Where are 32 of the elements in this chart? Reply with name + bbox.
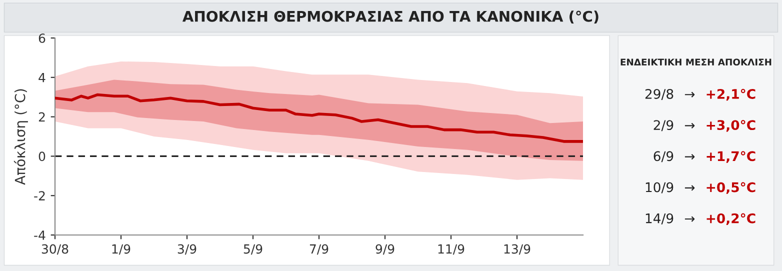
text: +0,5°C bbox=[706, 182, 756, 194]
text: → bbox=[684, 216, 695, 222]
x-tick-label: 7/9 bbox=[310, 244, 328, 255]
x-tick-label: 11/9 bbox=[438, 244, 464, 255]
x-tick-label: 9/9 bbox=[376, 244, 394, 255]
y-tick-label: -4 bbox=[34, 230, 46, 240]
chart-title: ΑΠΟΚΛΙΣΗ ΘΕΡΜΟΚΡΑΣΙΑΣ ΑΠΟ ΤΑ ΚΑΝΟΝΙΚΑ (°C) bbox=[182, 10, 598, 24]
x-tick-label: 3/9 bbox=[178, 244, 196, 255]
y-tick-label: -2 bbox=[34, 191, 45, 200]
text: +0,2°C bbox=[706, 213, 756, 226]
category-label: 6/9 bbox=[654, 151, 674, 162]
text: +3,0°C bbox=[706, 120, 756, 132]
y-tick-label: 6 bbox=[38, 33, 46, 43]
text: → bbox=[684, 92, 695, 98]
category-label: 10/9 bbox=[646, 182, 674, 194]
text: → bbox=[684, 154, 695, 160]
text: → bbox=[684, 185, 695, 191]
text: → bbox=[684, 122, 695, 129]
category-label: 2/9 bbox=[654, 120, 674, 132]
x-tick-label: 1/9 bbox=[112, 244, 130, 255]
y-tick-label: 4 bbox=[38, 73, 46, 82]
y-tick-label: 0 bbox=[38, 152, 46, 162]
text: +1,7°C bbox=[706, 151, 756, 163]
text: +2,1°C bbox=[706, 88, 756, 101]
x-tick-label: 30/8 bbox=[42, 244, 68, 255]
y-axis-title: Απόκλιση (°C) bbox=[14, 89, 28, 185]
category-label: 29/8 bbox=[645, 88, 674, 100]
x-tick-label: 5/9 bbox=[244, 244, 262, 255]
y-tick-label: 2 bbox=[38, 112, 45, 122]
category-label: 14/9 bbox=[646, 213, 674, 224]
x-tick-label: 13/9 bbox=[504, 244, 530, 255]
text: ΕΝΔΕΙΚΤΙΚΗ ΜΕΣΗ ΑΠΟΚΛΙΣΗ bbox=[620, 58, 772, 66]
